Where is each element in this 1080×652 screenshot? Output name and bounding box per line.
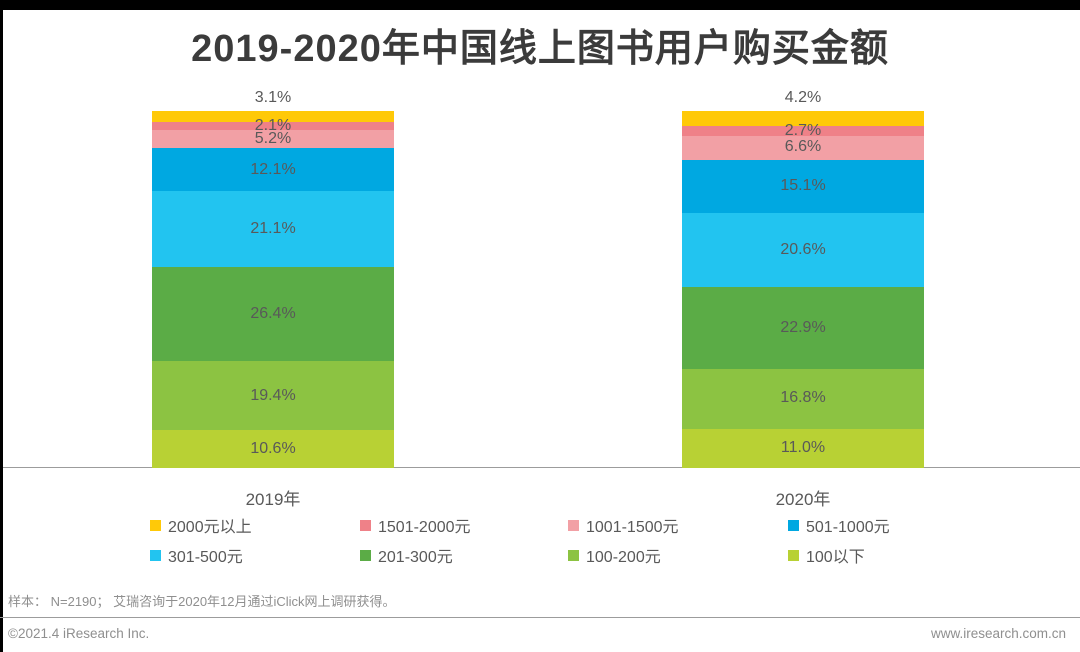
- bar-segment: [152, 111, 394, 123]
- bar-segment: [152, 266, 394, 361]
- bar-segment: [682, 126, 924, 136]
- legend-item: 2000元以上: [150, 515, 252, 536]
- bar-segment: [682, 286, 924, 369]
- legend-swatch: [360, 549, 371, 561]
- legend-label: 1001-1500元: [586, 519, 679, 536]
- legend-swatch: [568, 519, 579, 531]
- legend-label: 2000元以上: [168, 519, 252, 536]
- top-border: [0, 0, 1080, 10]
- legend-swatch: [788, 519, 799, 531]
- x-axis-line: [3, 467, 1080, 468]
- footer-divider: [0, 617, 1080, 618]
- sample-footnote: 样本： N=2190； 艾瑞咨询于2020年12月通过iClick网上调研获得。: [8, 594, 396, 609]
- left-border: [0, 0, 3, 652]
- legend-label: 201-300元: [378, 549, 453, 566]
- website-url: www.iresearch.com.cn: [930, 626, 1066, 641]
- legend-swatch: [788, 549, 799, 561]
- axis-category-label: 2020年: [775, 490, 831, 509]
- data-label: 4.2%: [784, 89, 822, 107]
- legend-item: 1001-1500元: [568, 515, 679, 536]
- bar-segment: [682, 213, 924, 287]
- legend-label: 301-500元: [168, 549, 243, 566]
- bar-segment: [682, 428, 924, 468]
- data-label: 3.1%: [254, 89, 292, 106]
- bar-segment: [152, 430, 394, 468]
- chart-title: 2019-2020年中国线上图书用户购买金额: [191, 28, 889, 70]
- axis-category-label: 2019年: [245, 490, 301, 509]
- bar-segment: [152, 148, 394, 192]
- bar-segment: [682, 368, 924, 429]
- legend-swatch: [150, 519, 161, 531]
- legend-item: 100-200元: [568, 545, 661, 566]
- footer: ©2021.4 iResearch Inc. www.iresearch.com…: [8, 626, 1066, 641]
- legend-item: 100以下: [788, 545, 865, 566]
- legend-label: 1501-2000元: [378, 519, 471, 536]
- bar-segment: [682, 135, 924, 160]
- legend-item: 301-500元: [150, 545, 243, 566]
- legend-label: 100以下: [806, 549, 865, 566]
- legend-swatch: [150, 549, 161, 561]
- bar-segment: [152, 360, 394, 431]
- legend-swatch: [568, 549, 579, 561]
- legend-label: 501-1000元: [806, 519, 890, 536]
- stacked-bar-2020年: 4.2% 2.7% 6.6% 15.1% 20.6% 22.9% 16.8% 11.0%: [682, 89, 924, 468]
- legend-swatch: [360, 519, 371, 531]
- bar-segment: [152, 191, 394, 267]
- legend-item: 1501-2000元: [360, 515, 471, 536]
- copyright-text: ©2021.4 iResearch Inc.: [8, 626, 150, 641]
- bar-segment: [682, 159, 924, 214]
- bar-segment: [152, 122, 394, 130]
- legend-item: 201-300元: [360, 545, 453, 566]
- legend-label: 100-200元: [586, 549, 661, 566]
- legend-item: 501-1000元: [788, 515, 890, 536]
- stacked-bar-2019年: 3.1% 2.1% 5.2% 12.1% 21.1% 26.4% 19.4% 10.6%: [152, 89, 394, 468]
- bar-segment: [682, 111, 924, 127]
- bar-segment: [152, 129, 394, 149]
